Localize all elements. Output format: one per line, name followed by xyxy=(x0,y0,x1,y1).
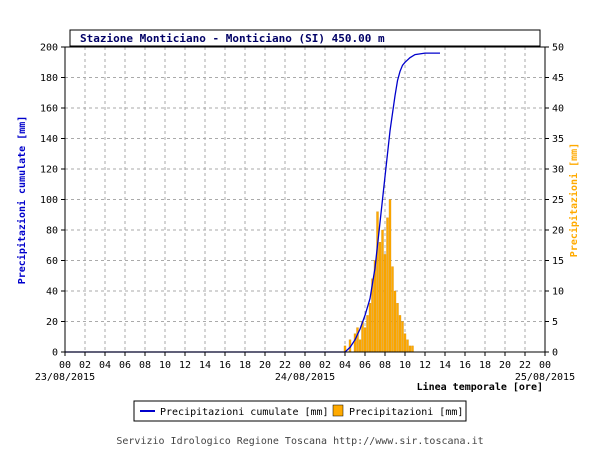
y-right-tick-label: 5 xyxy=(552,317,558,328)
y-right-tick-label: 30 xyxy=(552,165,564,176)
legend: Precipitazioni cumulate [mm] Precipitazi… xyxy=(133,400,467,422)
x-tick-label: 04 xyxy=(99,360,111,371)
precip-bar xyxy=(368,303,372,353)
y-right-tick-label: 35 xyxy=(552,134,564,145)
precip-bar xyxy=(393,290,397,353)
precip-bar xyxy=(406,339,409,353)
x-tick-label: 16 xyxy=(459,360,471,371)
x-tick-label: 18 xyxy=(479,360,491,371)
precip-bar xyxy=(366,315,369,353)
x-tick-label: 12 xyxy=(179,360,191,371)
y-left-tick-label: 200 xyxy=(40,43,58,54)
y-left-tick-label: 40 xyxy=(46,287,58,298)
y-left-tick-label: 100 xyxy=(40,195,58,206)
precip-bar xyxy=(363,327,367,353)
precip-bar xyxy=(401,321,404,353)
precip-bar xyxy=(391,266,394,353)
x-date-label: 23/08/2015 xyxy=(35,372,95,383)
y-right-tick-label: 10 xyxy=(552,287,564,298)
precip-bar xyxy=(381,229,384,353)
precip-bar xyxy=(361,321,364,353)
precip-bar xyxy=(376,211,379,353)
legend-label-cumulative: Precipitazioni cumulate [mm] xyxy=(160,407,329,418)
y-left-tick-label: 160 xyxy=(40,104,58,115)
x-date-label: 25/08/2015 xyxy=(515,372,575,383)
y-right-tick-label: 25 xyxy=(552,195,564,206)
legend-label-precip: Precipitazioni [mm] xyxy=(349,407,463,418)
y-left-tick-label: 60 xyxy=(46,256,58,267)
y-left-tick-label: 0 xyxy=(52,348,58,359)
title-box xyxy=(69,29,541,47)
legend-box xyxy=(133,400,467,422)
y-left-tick-label: 140 xyxy=(40,134,58,145)
precip-bar xyxy=(408,345,412,353)
y-right-tick-label: 0 xyxy=(552,348,558,359)
x-tick-label: 14 xyxy=(199,360,211,371)
precip-bar xyxy=(411,345,414,353)
x-tick-label: 10 xyxy=(399,360,411,371)
y-left-tick-label: 180 xyxy=(40,73,58,84)
x-tick-label: 22 xyxy=(519,360,531,371)
cumulative-line xyxy=(65,52,440,353)
x-tick-label: 20 xyxy=(259,360,271,371)
left-axis-label: Precipitazioni cumulate [mm] xyxy=(16,116,28,285)
x-tick-label: 00 xyxy=(299,360,311,371)
precip-bar xyxy=(398,315,402,353)
precip-bar xyxy=(356,327,359,353)
precip-bar xyxy=(396,303,399,353)
x-tick-label: 22 xyxy=(279,360,291,371)
x-tick-label: 14 xyxy=(439,360,451,371)
y-right-tick-label: 45 xyxy=(552,73,564,84)
y-right-tick-label: 40 xyxy=(552,104,564,115)
legend-bar-swatch xyxy=(332,404,344,417)
chart-title: Stazione Monticiano - Monticiano (SI) 45… xyxy=(80,32,385,45)
x-axis-label: Linea temporale [ore] xyxy=(417,381,543,393)
y-right-tick-label: 50 xyxy=(552,43,564,54)
x-tick-label: 10 xyxy=(159,360,171,371)
right-axis-label: Precipitazioni [mm] xyxy=(568,143,580,257)
x-tick-label: 00 xyxy=(539,360,551,371)
x-tick-label: 08 xyxy=(379,360,391,371)
precip-bar xyxy=(386,217,389,353)
x-tick-label: 00 xyxy=(59,360,71,371)
x-tick-label: 12 xyxy=(419,360,431,371)
x-tick-label: 20 xyxy=(499,360,511,371)
precip-bar xyxy=(388,199,392,353)
precip-bar xyxy=(383,254,387,353)
x-tick-label: 06 xyxy=(119,360,131,371)
x-tick-label: 02 xyxy=(319,360,331,371)
footer-credit: Servizio Idrologico Regione Toscana http… xyxy=(116,436,483,447)
x-tick-label: 18 xyxy=(239,360,251,371)
precip-bar xyxy=(358,339,362,353)
precip-bar xyxy=(403,333,407,353)
precip-bar xyxy=(353,333,357,353)
x-tick-label: 08 xyxy=(139,360,151,371)
y-left-tick-label: 80 xyxy=(46,226,58,237)
precip-bar xyxy=(378,242,382,353)
x-tick-label: 06 xyxy=(359,360,371,371)
x-tick-label: 02 xyxy=(79,360,91,371)
x-tick-label: 16 xyxy=(219,360,231,371)
y-left-tick-label: 20 xyxy=(46,317,58,328)
y-left-tick-label: 120 xyxy=(40,165,58,176)
x-date-label: 24/08/2015 xyxy=(275,372,335,383)
x-tick-label: 04 xyxy=(339,360,351,371)
y-right-tick-label: 20 xyxy=(552,226,564,237)
y-right-tick-label: 15 xyxy=(552,256,564,267)
